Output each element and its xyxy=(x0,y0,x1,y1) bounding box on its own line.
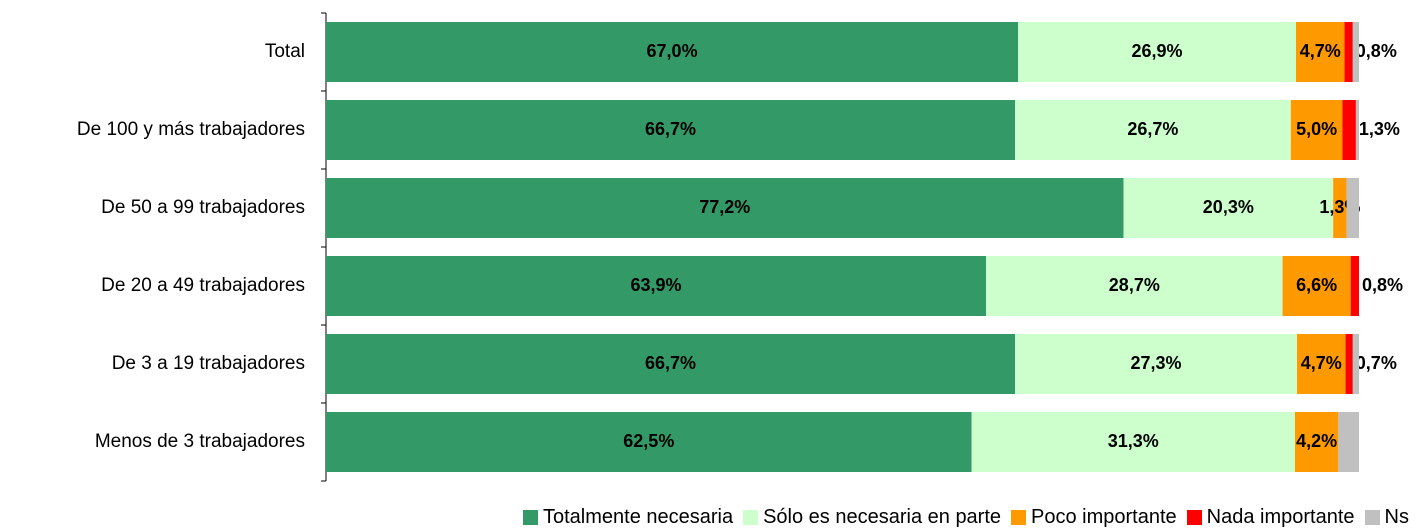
bar-segment xyxy=(1342,100,1356,160)
bar-segment xyxy=(1355,100,1359,160)
value-label: 26,7% xyxy=(1127,119,1178,139)
category-label: De 100 y más trabajadores xyxy=(77,119,305,140)
legend-item: Ns xyxy=(1364,505,1409,528)
bar-segment xyxy=(1015,100,1291,160)
bar-segment xyxy=(1018,22,1296,82)
bar-segment xyxy=(1352,22,1359,82)
bar-segment xyxy=(1333,178,1347,238)
value-label: 31,3% xyxy=(1108,431,1159,451)
value-label: 0,7% xyxy=(1356,353,1397,373)
legend-label: Totalmente necesaria xyxy=(542,505,734,528)
legend-swatch xyxy=(1186,509,1202,525)
value-label: 6,6% xyxy=(1296,275,1337,295)
bar-segment xyxy=(1282,256,1351,316)
category-label: Total xyxy=(265,41,305,62)
value-label: 66,7% xyxy=(645,353,696,373)
bar-segment xyxy=(1338,412,1359,472)
bar-segment xyxy=(1297,334,1346,394)
bar-segment xyxy=(1123,178,1334,238)
legend-item: Nada importante xyxy=(1186,505,1355,528)
legend-swatch xyxy=(743,509,759,525)
value-label: 28,7% xyxy=(1109,275,1160,295)
bar-segment xyxy=(326,100,1016,160)
bar-segment xyxy=(326,334,1016,394)
bar-segment xyxy=(986,256,1283,316)
value-label: 4,7% xyxy=(1301,353,1342,373)
legend-item: Totalmente necesaria xyxy=(522,505,734,528)
value-label: 4,7% xyxy=(1300,41,1341,61)
value-label: 0,8% xyxy=(1356,41,1397,61)
chart: Total 67,0% 26,9% 4,7% 0,8% De 100 y más trab… xyxy=(77,12,1403,482)
bar-segment xyxy=(326,22,1019,82)
bar-segment xyxy=(1350,256,1359,316)
value-label: 62,5% xyxy=(623,431,674,451)
category-label: De 20 a 49 trabajadores xyxy=(101,275,305,296)
bar-segment xyxy=(326,412,972,472)
legend-swatch xyxy=(1364,509,1380,525)
value-label: 5,0% xyxy=(1296,119,1337,139)
bar-segment xyxy=(1015,334,1298,394)
value-label: 77,2% xyxy=(699,197,750,217)
bar-segment xyxy=(1346,178,1359,238)
legend-swatch xyxy=(522,509,538,525)
bar-segment xyxy=(1352,334,1359,394)
legend-item: Poco importante xyxy=(1011,506,1177,528)
value-label: 67,0% xyxy=(647,41,698,61)
legend-label: Nada importante xyxy=(1206,505,1355,528)
category-label: De 3 a 19 trabajadores xyxy=(112,353,305,374)
legend-label: Poco importante xyxy=(1031,505,1177,528)
bar-segment xyxy=(326,178,1124,238)
legend: Totalmente necesaria Sólo es necesaria en… xyxy=(513,504,1409,528)
legend-label: Sólo es necesaria en parte xyxy=(763,505,1002,528)
bar-segment xyxy=(1295,22,1345,82)
category-label: Menos de 3 trabajadores xyxy=(95,431,305,452)
category-label: De 50 a 99 trabajadores xyxy=(101,197,305,218)
bar-segment xyxy=(326,256,987,316)
bar-segment xyxy=(1290,100,1343,160)
value-label: 26,9% xyxy=(1132,41,1183,61)
legend-swatch xyxy=(1011,509,1027,525)
value-label: 27,3% xyxy=(1130,353,1181,373)
value-label: 4,2% xyxy=(1296,431,1337,451)
value-label: 1,3% xyxy=(1359,119,1400,139)
bar-segment xyxy=(1345,334,1353,394)
legend-label: Ns xyxy=(1384,505,1409,528)
value-label: 20,3% xyxy=(1203,197,1254,217)
bar-segment xyxy=(971,412,1295,472)
bar-segment xyxy=(1344,22,1353,82)
bar-segment xyxy=(1294,412,1339,472)
legend-item: Sólo es necesaria en parte xyxy=(743,506,1001,528)
value-label: 0,8% xyxy=(1362,275,1403,295)
value-label: 63,9% xyxy=(631,275,682,295)
value-label: 66,7% xyxy=(645,119,696,139)
